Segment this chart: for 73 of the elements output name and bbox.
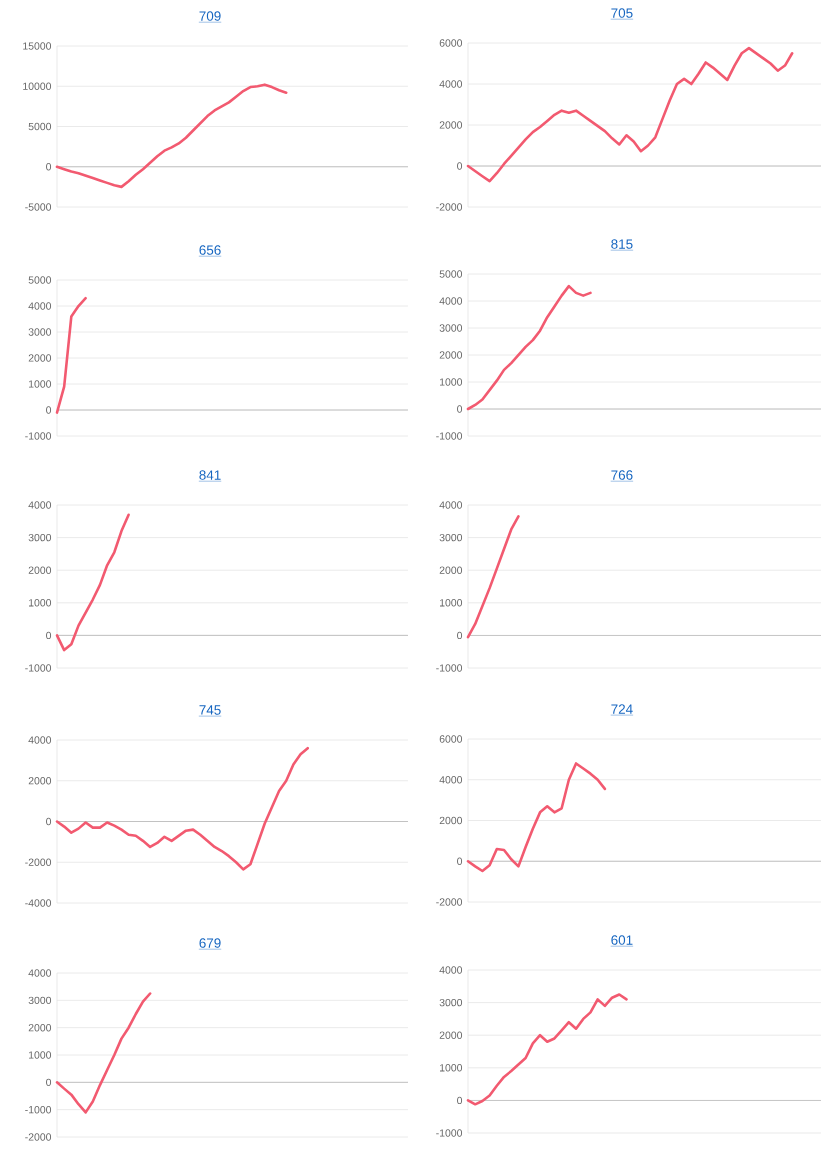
y-tick-label: -2000 bbox=[436, 898, 462, 906]
line-series bbox=[55, 513, 130, 652]
y-tick-label: 4000 bbox=[28, 302, 51, 310]
chart-title: 679 bbox=[199, 938, 221, 948]
y-tick-label: 3000 bbox=[28, 533, 51, 542]
y-tick-label: 0 bbox=[456, 405, 462, 413]
y-tick-label: 6000 bbox=[439, 39, 462, 47]
y-tick-label: 2000 bbox=[439, 351, 462, 359]
chart-title: 745 bbox=[199, 705, 221, 715]
y-tick-label: 0 bbox=[456, 631, 462, 640]
y-tick-label: -1000 bbox=[25, 432, 51, 440]
y-tick-label: 2000 bbox=[439, 1031, 462, 1039]
y-tick-label: 5000 bbox=[439, 270, 462, 278]
y-tick-label: -1000 bbox=[25, 664, 51, 672]
line-series bbox=[466, 762, 606, 873]
y-tick-label: 4000 bbox=[28, 501, 51, 509]
y-tick-label: 3000 bbox=[439, 533, 462, 542]
y-tick-label: 0 bbox=[45, 163, 51, 171]
line-series bbox=[55, 296, 87, 414]
y-tick-label: -2000 bbox=[25, 1133, 51, 1141]
y-tick-label: 2000 bbox=[439, 816, 462, 825]
y-tick-label: -1000 bbox=[436, 432, 462, 440]
y-tick-label: -1000 bbox=[436, 1129, 462, 1137]
y-tick-label: 4000 bbox=[439, 80, 462, 88]
chart-title: 841 bbox=[199, 470, 221, 480]
y-tick-label: -1000 bbox=[436, 664, 462, 672]
chart-title: 815 bbox=[611, 239, 633, 249]
y-tick-label: 1000 bbox=[28, 1051, 51, 1059]
y-tick-label: 4000 bbox=[439, 501, 462, 509]
y-tick-label: 15000 bbox=[23, 42, 51, 50]
y-tick-label: 6000 bbox=[439, 735, 462, 743]
y-tick-label: 2000 bbox=[28, 1023, 51, 1032]
y-tick-label: 0 bbox=[456, 1096, 462, 1105]
y-tick-label: 3000 bbox=[439, 998, 462, 1007]
y-tick-label: 0 bbox=[456, 857, 462, 865]
y-tick-label: 2000 bbox=[28, 566, 51, 574]
y-tick-label: 4000 bbox=[28, 969, 51, 977]
y-tick-label: 0 bbox=[45, 631, 51, 640]
chart-title: 766 bbox=[611, 470, 633, 480]
y-tick-label: 2000 bbox=[28, 354, 51, 362]
y-tick-label: -1000 bbox=[25, 1105, 51, 1114]
y-tick-label: 1000 bbox=[439, 1064, 462, 1072]
y-tick-label: 1000 bbox=[28, 599, 51, 607]
y-tick-label: 4000 bbox=[439, 776, 462, 784]
y-tick-label: 5000 bbox=[28, 122, 51, 131]
chart-title: 724 bbox=[611, 704, 633, 714]
y-tick-label: -5000 bbox=[25, 203, 51, 211]
y-tick-label: 0 bbox=[45, 406, 51, 414]
y-tick-label: -2000 bbox=[25, 858, 51, 866]
y-tick-label: -2000 bbox=[436, 203, 462, 211]
y-tick-label: 3000 bbox=[439, 324, 462, 332]
y-tick-label: 4000 bbox=[439, 966, 462, 974]
chart-title: 705 bbox=[611, 8, 633, 18]
y-tick-label: 4000 bbox=[28, 736, 51, 744]
y-tick-label: 2000 bbox=[439, 121, 462, 129]
y-tick-label: -4000 bbox=[25, 899, 51, 907]
y-tick-label: 0 bbox=[45, 817, 51, 826]
y-tick-label: 4000 bbox=[439, 297, 462, 305]
chart-title: 709 bbox=[199, 11, 221, 21]
y-tick-label: 2000 bbox=[439, 566, 462, 574]
y-tick-label: 5000 bbox=[28, 276, 51, 284]
chart-title: 601 bbox=[611, 935, 633, 945]
chart-title: 656 bbox=[199, 245, 221, 255]
y-tick-label: 10000 bbox=[23, 82, 51, 90]
y-tick-label: 0 bbox=[45, 1078, 51, 1087]
y-tick-label: 3000 bbox=[28, 328, 51, 336]
y-tick-label: 1000 bbox=[28, 380, 51, 388]
y-tick-label: 2000 bbox=[28, 777, 51, 785]
line-series bbox=[55, 992, 152, 1114]
y-tick-label: 3000 bbox=[28, 996, 51, 1005]
y-tick-label: 1000 bbox=[439, 378, 462, 386]
y-tick-label: 0 bbox=[456, 162, 462, 170]
y-tick-label: 1000 bbox=[439, 599, 462, 607]
